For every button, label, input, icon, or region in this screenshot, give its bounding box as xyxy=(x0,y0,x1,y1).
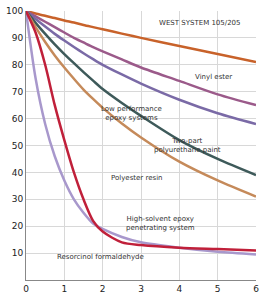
svg-text:Vinyl ester: Vinyl ester xyxy=(195,73,232,81)
svg-text:Low performanceepoxy systems: Low performanceepoxy systems xyxy=(101,105,162,122)
svg-text:4: 4 xyxy=(176,284,182,294)
svg-text:60: 60 xyxy=(12,114,24,124)
svg-text:100: 100 xyxy=(6,6,23,16)
svg-text:20: 20 xyxy=(12,221,24,231)
svg-text:10: 10 xyxy=(12,248,24,258)
svg-text:80: 80 xyxy=(12,60,24,70)
svg-text:40: 40 xyxy=(12,168,24,178)
svg-text:6: 6 xyxy=(253,284,259,294)
svg-text:1: 1 xyxy=(61,284,67,294)
svg-text:70: 70 xyxy=(12,87,24,97)
svg-text:Two-partpolyurethane paint: Two-partpolyurethane paint xyxy=(154,137,221,154)
svg-text:90: 90 xyxy=(12,33,24,43)
svg-text:0: 0 xyxy=(23,284,29,294)
svg-text:3: 3 xyxy=(138,284,144,294)
svg-text:Resorcinol formaldehyde: Resorcinol formaldehyde xyxy=(57,253,144,261)
svg-text:WEST SYSTEM 105/205: WEST SYSTEM 105/205 xyxy=(159,19,241,27)
svg-text:High-solvent epoxypenetrating: High-solvent epoxypenetrating system xyxy=(126,215,195,232)
svg-text:Polyester resin: Polyester resin xyxy=(111,174,163,182)
svg-text:30: 30 xyxy=(12,194,24,204)
svg-text:2: 2 xyxy=(100,284,106,294)
svg-text:5: 5 xyxy=(215,284,221,294)
svg-text:50: 50 xyxy=(12,141,24,151)
